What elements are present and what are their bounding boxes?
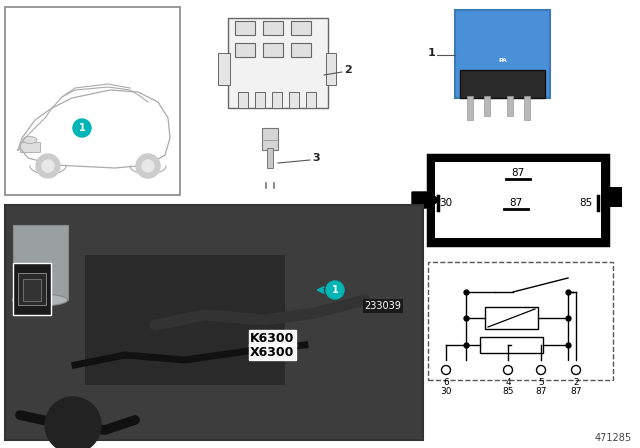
- Bar: [289, 92, 299, 108]
- Bar: [13, 263, 51, 315]
- Text: 6: 6: [443, 378, 449, 387]
- Ellipse shape: [13, 294, 67, 306]
- Text: 2: 2: [344, 65, 352, 75]
- Bar: [23, 279, 41, 301]
- Text: 3: 3: [312, 153, 319, 163]
- FancyArrow shape: [412, 192, 440, 208]
- Text: 87: 87: [511, 168, 525, 178]
- Text: 1: 1: [332, 285, 339, 295]
- Bar: [291, 43, 311, 57]
- Bar: [272, 92, 282, 108]
- Bar: [291, 21, 311, 35]
- Bar: [238, 92, 248, 108]
- Bar: [262, 128, 278, 150]
- Bar: [13, 225, 68, 300]
- Text: 2: 2: [573, 378, 579, 387]
- Bar: [524, 96, 530, 120]
- Circle shape: [572, 366, 580, 375]
- Bar: [235, 43, 255, 57]
- Bar: [20, 142, 40, 152]
- Text: 471285: 471285: [595, 433, 632, 443]
- Bar: [267, 148, 273, 168]
- Circle shape: [73, 119, 91, 137]
- Text: 87: 87: [570, 387, 582, 396]
- Text: 5: 5: [538, 378, 544, 387]
- Bar: [5, 205, 423, 440]
- Text: PA: PA: [499, 57, 508, 63]
- Circle shape: [136, 154, 160, 178]
- Text: 1: 1: [428, 48, 435, 58]
- Bar: [18, 273, 46, 305]
- Bar: [435, 162, 601, 238]
- Bar: [263, 21, 283, 35]
- Circle shape: [45, 397, 101, 448]
- Bar: [507, 96, 513, 116]
- Bar: [255, 92, 265, 108]
- Bar: [235, 21, 255, 35]
- Bar: [484, 96, 490, 116]
- Text: 1: 1: [79, 123, 85, 133]
- Text: X6300: X6300: [250, 345, 294, 358]
- Text: 233039: 233039: [365, 301, 401, 311]
- Bar: [263, 43, 283, 57]
- Bar: [428, 262, 613, 380]
- Bar: [326, 53, 336, 85]
- Bar: [218, 53, 230, 85]
- Circle shape: [326, 281, 344, 299]
- Text: K6300: K6300: [250, 332, 294, 345]
- Circle shape: [36, 154, 60, 178]
- Text: 4: 4: [505, 378, 511, 387]
- Text: 30: 30: [440, 387, 452, 396]
- Circle shape: [42, 160, 54, 172]
- Bar: [460, 70, 545, 98]
- Bar: [608, 187, 622, 207]
- Circle shape: [536, 366, 545, 375]
- Bar: [455, 10, 550, 98]
- Bar: [228, 18, 328, 108]
- Bar: [5, 7, 180, 195]
- Text: 87: 87: [535, 387, 547, 396]
- Bar: [485, 307, 538, 329]
- Bar: [428, 155, 608, 245]
- Circle shape: [504, 366, 513, 375]
- Text: 87: 87: [509, 198, 523, 208]
- Bar: [85, 255, 285, 385]
- Bar: [306, 92, 316, 108]
- Text: 85: 85: [502, 387, 514, 396]
- Text: 30: 30: [440, 198, 452, 208]
- Text: 85: 85: [579, 198, 593, 208]
- Ellipse shape: [23, 137, 37, 143]
- Bar: [480, 337, 543, 353]
- Circle shape: [142, 160, 154, 172]
- Circle shape: [442, 366, 451, 375]
- Bar: [467, 96, 473, 120]
